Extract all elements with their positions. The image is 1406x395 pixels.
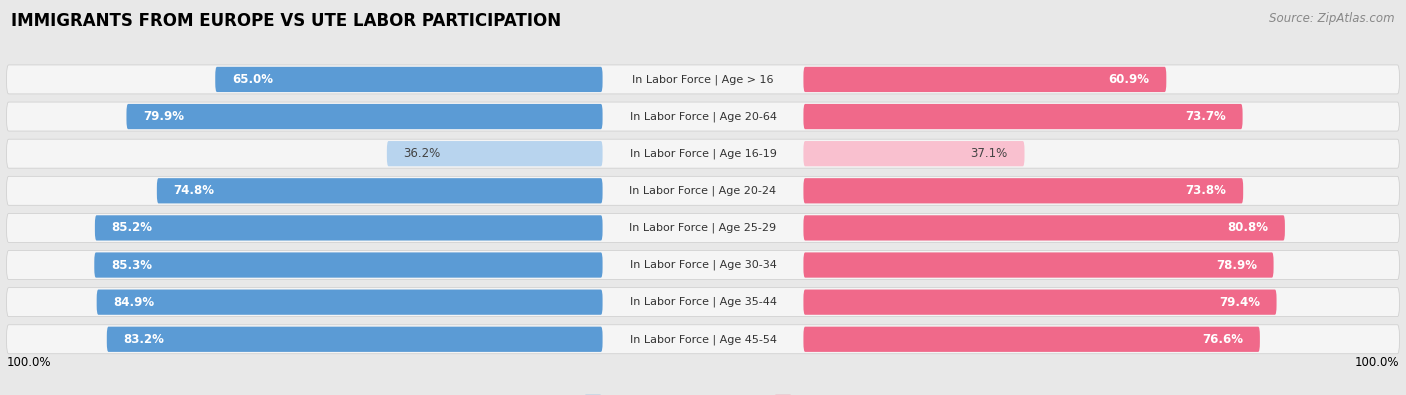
Text: 37.1%: 37.1%: [970, 147, 1008, 160]
Legend: Immigrants from Europe, Ute: Immigrants from Europe, Ute: [579, 389, 827, 395]
Text: 76.6%: 76.6%: [1202, 333, 1243, 346]
Text: Source: ZipAtlas.com: Source: ZipAtlas.com: [1270, 12, 1395, 25]
Text: In Labor Force | Age 30-34: In Labor Force | Age 30-34: [630, 260, 776, 270]
FancyBboxPatch shape: [803, 104, 1243, 129]
Text: In Labor Force | Age > 16: In Labor Force | Age > 16: [633, 74, 773, 85]
FancyBboxPatch shape: [803, 67, 1167, 92]
FancyBboxPatch shape: [387, 141, 603, 166]
FancyBboxPatch shape: [803, 327, 1260, 352]
FancyBboxPatch shape: [157, 178, 603, 203]
Text: 85.3%: 85.3%: [111, 259, 152, 271]
Text: 74.8%: 74.8%: [173, 184, 215, 197]
FancyBboxPatch shape: [7, 325, 1399, 354]
Text: 79.9%: 79.9%: [143, 110, 184, 123]
Text: IMMIGRANTS FROM EUROPE VS UTE LABOR PARTICIPATION: IMMIGRANTS FROM EUROPE VS UTE LABOR PART…: [11, 12, 561, 30]
FancyBboxPatch shape: [803, 215, 1285, 241]
FancyBboxPatch shape: [94, 215, 603, 241]
FancyBboxPatch shape: [803, 290, 1277, 315]
Text: 85.2%: 85.2%: [111, 222, 153, 234]
Text: 100.0%: 100.0%: [7, 356, 51, 369]
Text: 80.8%: 80.8%: [1227, 222, 1268, 234]
FancyBboxPatch shape: [7, 65, 1399, 94]
Text: In Labor Force | Age 25-29: In Labor Force | Age 25-29: [630, 223, 776, 233]
FancyBboxPatch shape: [803, 141, 1025, 166]
FancyBboxPatch shape: [215, 67, 603, 92]
FancyBboxPatch shape: [803, 178, 1243, 203]
Text: In Labor Force | Age 45-54: In Labor Force | Age 45-54: [630, 334, 776, 344]
FancyBboxPatch shape: [107, 327, 603, 352]
Text: In Labor Force | Age 16-19: In Labor Force | Age 16-19: [630, 149, 776, 159]
FancyBboxPatch shape: [7, 102, 1399, 131]
FancyBboxPatch shape: [7, 250, 1399, 280]
Text: 79.4%: 79.4%: [1219, 295, 1260, 308]
Text: In Labor Force | Age 20-24: In Labor Force | Age 20-24: [630, 186, 776, 196]
Text: In Labor Force | Age 35-44: In Labor Force | Age 35-44: [630, 297, 776, 307]
FancyBboxPatch shape: [803, 252, 1274, 278]
FancyBboxPatch shape: [97, 290, 603, 315]
FancyBboxPatch shape: [7, 288, 1399, 317]
Text: 73.8%: 73.8%: [1185, 184, 1226, 197]
Text: 36.2%: 36.2%: [404, 147, 441, 160]
Text: In Labor Force | Age 20-64: In Labor Force | Age 20-64: [630, 111, 776, 122]
FancyBboxPatch shape: [127, 104, 603, 129]
Text: 65.0%: 65.0%: [232, 73, 273, 86]
FancyBboxPatch shape: [7, 176, 1399, 205]
FancyBboxPatch shape: [7, 139, 1399, 168]
Text: 60.9%: 60.9%: [1108, 73, 1150, 86]
Text: 73.7%: 73.7%: [1185, 110, 1226, 123]
Text: 83.2%: 83.2%: [124, 333, 165, 346]
FancyBboxPatch shape: [7, 213, 1399, 243]
FancyBboxPatch shape: [94, 252, 603, 278]
Text: 100.0%: 100.0%: [1355, 356, 1399, 369]
Text: 84.9%: 84.9%: [114, 295, 155, 308]
Text: 78.9%: 78.9%: [1216, 259, 1257, 271]
